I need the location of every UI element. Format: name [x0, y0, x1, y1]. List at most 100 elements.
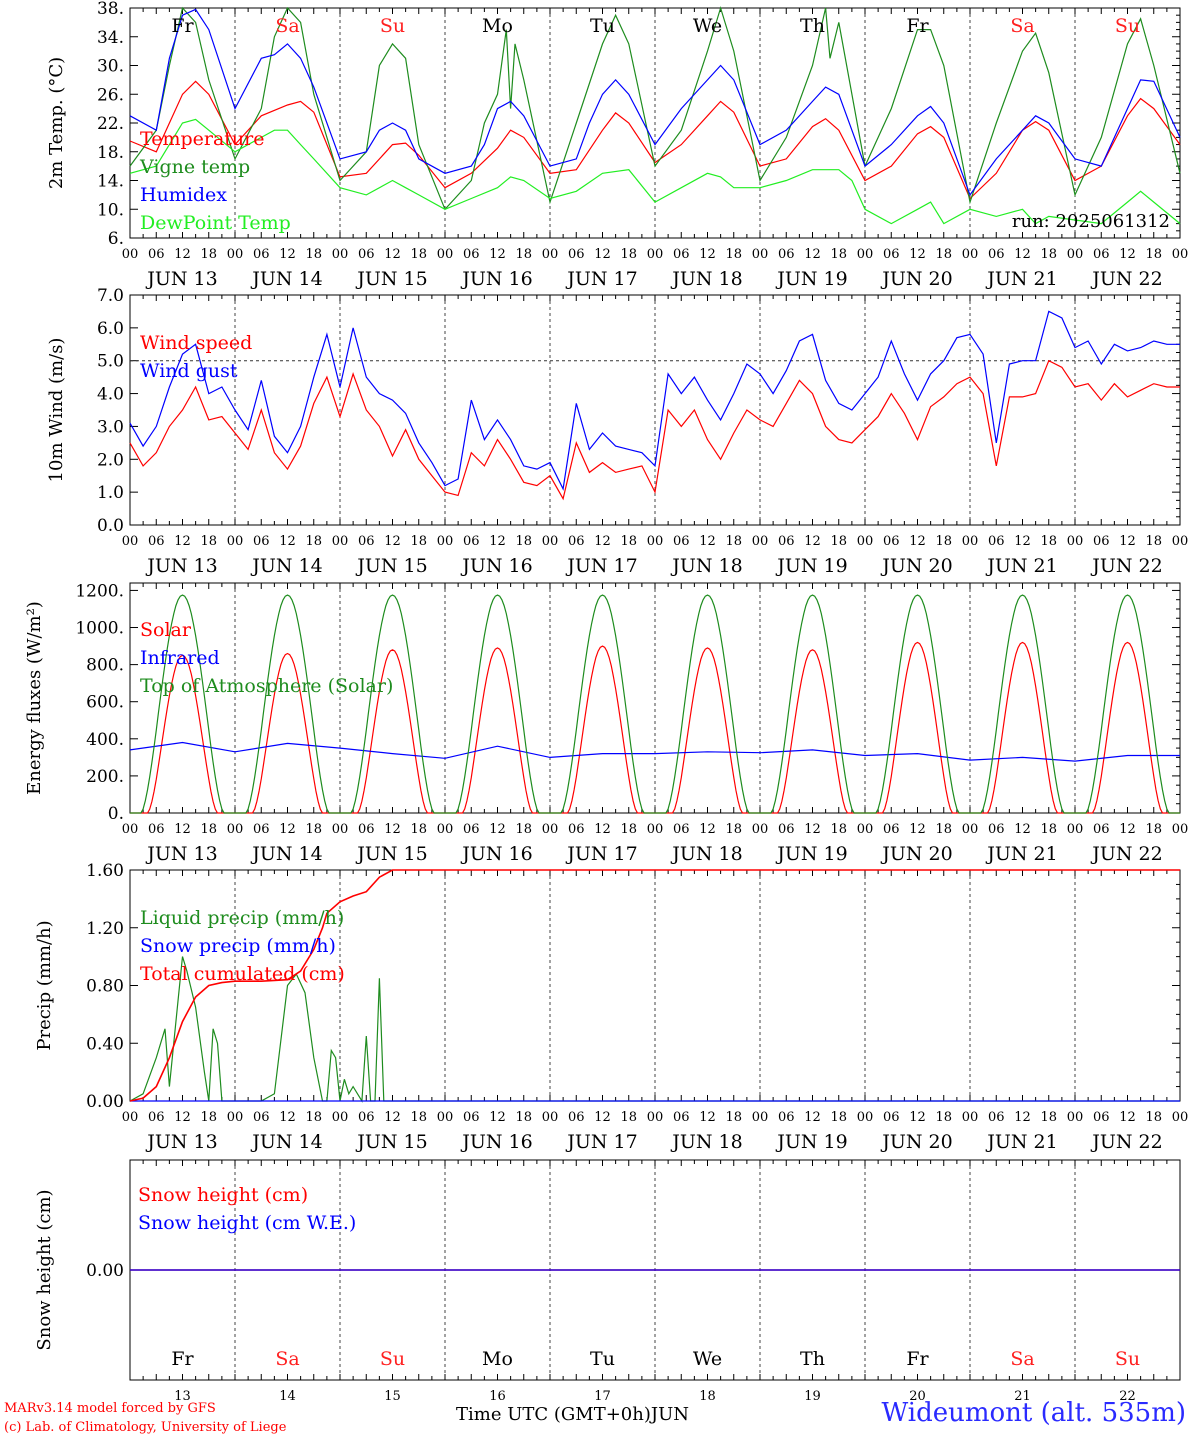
x-date-label: JUN 19 — [775, 268, 847, 290]
series-vigne-temp — [129, 5, 1181, 211]
x-hour-label: 18 — [515, 822, 532, 837]
day-number: 13 — [174, 1389, 191, 1404]
y-tick-label: 3.0 — [97, 417, 124, 437]
x-hour-label: 00 — [332, 822, 349, 837]
x-hour-label: 18 — [935, 822, 952, 837]
x-hour-label: 00 — [1172, 534, 1189, 549]
x-hour-label: 12 — [699, 247, 716, 262]
x-hour-label: 18 — [935, 247, 952, 262]
x-hour-label: 00 — [122, 1110, 139, 1125]
x-hour-label: 00 — [857, 247, 874, 262]
time-axis-title: Time UTC (GMT+0h) — [456, 1404, 651, 1425]
x-hour-label: 00 — [542, 1110, 559, 1125]
x-hour-label: 00 — [542, 534, 559, 549]
x-hour-label: 18 — [305, 534, 322, 549]
x-date-label: JUN 15 — [355, 1131, 427, 1153]
x-hour-label: 12 — [909, 534, 926, 549]
x-date-label: JUN 18 — [670, 1131, 742, 1153]
x-date-label: JUN 21 — [985, 555, 1057, 577]
legend-entry: Humidex — [140, 184, 227, 206]
x-hour-label: 12 — [909, 1110, 926, 1125]
day-name-bottom: Tu — [590, 1348, 615, 1370]
x-hour-label: 00 — [227, 822, 244, 837]
x-date-label: JUN 20 — [880, 843, 952, 865]
x-hour-label: 12 — [804, 534, 821, 549]
x-hour-label: 00 — [227, 1110, 244, 1125]
day-name-top: Su — [380, 15, 405, 37]
x-hour-label: 06 — [148, 534, 165, 549]
x-hour-label: 12 — [384, 534, 401, 549]
x-hour-label: 00 — [332, 534, 349, 549]
x-hour-label: 06 — [1093, 1110, 1110, 1125]
y-tick-label: 600. — [86, 693, 124, 713]
day-name-top: Sa — [275, 15, 299, 37]
x-hour-label: 12 — [699, 534, 716, 549]
x-hour-label: 12 — [489, 247, 506, 262]
x-hour-label: 00 — [1067, 534, 1084, 549]
x-hour-label: 18 — [1145, 1110, 1162, 1125]
x-date-label: JUN 19 — [775, 843, 847, 865]
x-hour-label: 12 — [489, 534, 506, 549]
series-top-of-atmosphere-solar — [130, 594, 1180, 814]
x-hour-label: 06 — [673, 534, 690, 549]
x-hour-label: 00 — [437, 247, 454, 262]
series-dewpoint-temp — [129, 118, 1181, 225]
x-hour-label: 00 — [752, 247, 769, 262]
x-hour-label: 00 — [752, 1110, 769, 1125]
x-hour-label: 12 — [489, 1110, 506, 1125]
x-hour-label: 18 — [830, 1110, 847, 1125]
x-hour-label: 00 — [647, 822, 664, 837]
x-hour-label: 18 — [200, 822, 217, 837]
y-tick-label: 1.60 — [86, 861, 124, 881]
x-hour-label: 12 — [1119, 1110, 1136, 1125]
x-date-label: JUN 19 — [775, 555, 847, 577]
x-hour-label: 12 — [384, 822, 401, 837]
x-date-label: JUN 13 — [145, 1131, 217, 1153]
x-hour-label: 06 — [988, 822, 1005, 837]
day-name-bottom: Fr — [906, 1348, 929, 1370]
legend-entry: DewPoint Temp — [140, 212, 291, 234]
x-hour-label: 12 — [174, 822, 191, 837]
month-label: JUN — [650, 1404, 690, 1425]
x-hour-label: 00 — [647, 1110, 664, 1125]
x-date-label: JUN 14 — [250, 1131, 322, 1153]
x-hour-label: 12 — [279, 1110, 296, 1125]
y-tick-label: 1200. — [75, 581, 124, 601]
y-tick-label: 34. — [97, 28, 124, 48]
x-hour-label: 00 — [857, 534, 874, 549]
x-hour-label: 12 — [804, 822, 821, 837]
y-tick-label: 30. — [97, 57, 124, 77]
y-tick-label: 2.0 — [97, 450, 124, 470]
x-hour-label: 18 — [1145, 534, 1162, 549]
x-date-label: JUN 14 — [250, 555, 322, 577]
x-hour-label: 12 — [1014, 1110, 1031, 1125]
x-hour-label: 00 — [542, 822, 559, 837]
x-date-label: JUN 17 — [565, 268, 637, 290]
y-tick-label: 4.0 — [97, 385, 124, 405]
x-hour-label: 12 — [279, 534, 296, 549]
x-hour-label: 12 — [1119, 247, 1136, 262]
time-axis-label: Time UTC (GMT+0h)JUN — [456, 1404, 689, 1425]
x-hour-label: 06 — [253, 247, 270, 262]
x-hour-label: 18 — [1040, 534, 1057, 549]
y-tick-label: 800. — [86, 656, 124, 676]
y-axis-title: Energy fluxes (W/m²) — [24, 601, 45, 795]
lab-credit: (c) Lab. of Climatology, University of L… — [4, 1420, 287, 1435]
x-hour-label: 12 — [909, 247, 926, 262]
y-tick-label: 0.0 — [97, 516, 124, 536]
x-hour-label: 12 — [594, 247, 611, 262]
series-liquid-precip-mm-h — [129, 956, 1180, 1103]
x-hour-label: 18 — [935, 534, 952, 549]
x-date-label: JUN 18 — [670, 555, 742, 577]
day-name-bottom: Sa — [1010, 1348, 1034, 1370]
day-name-top: Th — [800, 15, 825, 37]
x-hour-label: 00 — [647, 247, 664, 262]
y-axis-title: Precip (mm/h) — [34, 920, 55, 1050]
x-hour-label: 18 — [620, 247, 637, 262]
legend-entry: Wind speed — [140, 332, 252, 354]
x-hour-label: 06 — [463, 247, 480, 262]
x-hour-label: 06 — [463, 534, 480, 549]
x-hour-label: 18 — [1145, 822, 1162, 837]
x-hour-label: 06 — [673, 247, 690, 262]
x-hour-label: 12 — [1014, 534, 1031, 549]
